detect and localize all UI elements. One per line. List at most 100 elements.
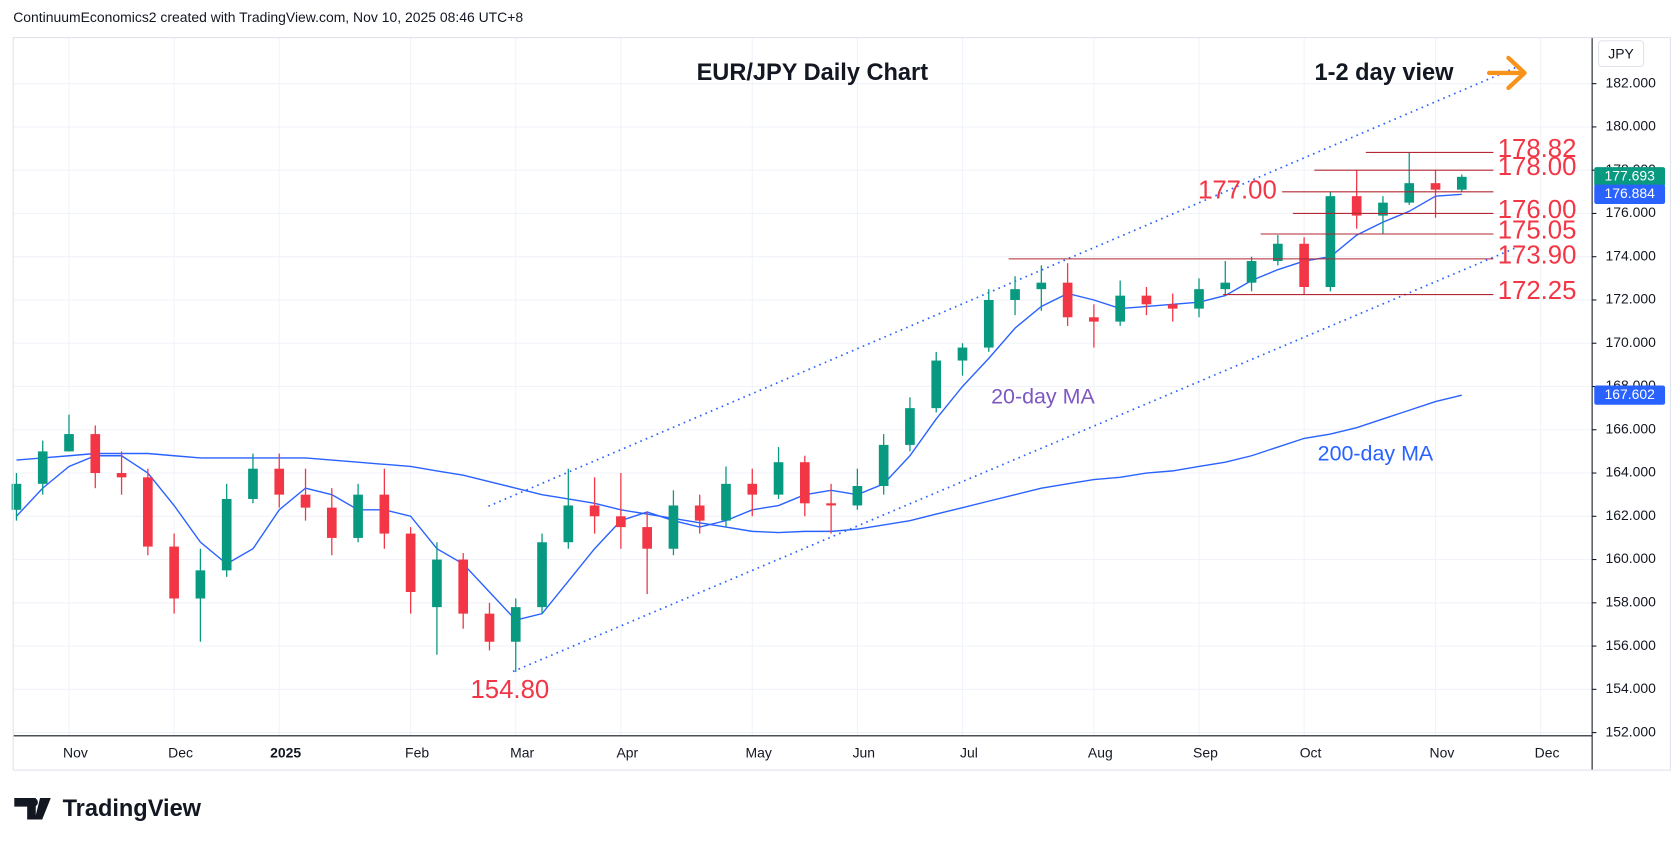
candle-body	[379, 494, 390, 534]
candle-body	[64, 434, 74, 452]
x-tick-label: Dec	[168, 745, 193, 761]
low-label: 154.80	[470, 676, 549, 704]
candle-body	[37, 451, 48, 484]
level-label: 175.05	[1498, 217, 1577, 245]
candle-body	[1325, 196, 1336, 287]
candle-body	[169, 546, 179, 599]
price-badge	[1594, 385, 1666, 405]
candle-body	[826, 503, 836, 506]
candle-body	[1010, 289, 1020, 300]
candle-body	[747, 483, 758, 495]
candle-body	[668, 505, 679, 549]
brand-icon	[14, 798, 51, 820]
ma-label: 20-day MA	[991, 385, 1095, 409]
level-label: 172.25	[1498, 277, 1577, 305]
ma-label: 200-day MA	[1318, 441, 1434, 465]
candle-body	[694, 505, 705, 521]
y-tick-label: 166.000	[1606, 420, 1657, 436]
currency: JPY	[1608, 45, 1634, 61]
candle-body	[484, 613, 495, 642]
candle-body	[878, 444, 889, 487]
candle-body	[221, 498, 232, 571]
candle-body	[1220, 282, 1231, 290]
header-text: ContinuumEconomics2 created with Trading…	[13, 9, 523, 25]
y-tick-label: 170.000	[1606, 334, 1657, 350]
candle-body	[1378, 202, 1388, 216]
x-tick-label: 2025	[270, 745, 301, 761]
candle-body	[1299, 243, 1309, 287]
candle-body	[1141, 295, 1152, 305]
price-badge-label: 167.602	[1604, 386, 1655, 402]
candle-body	[11, 483, 22, 510]
moving-average-line	[15, 193, 1462, 621]
candle-body	[1167, 304, 1178, 309]
candle-body	[405, 533, 416, 592]
arrow-icon	[1487, 55, 1527, 91]
candle-body	[1115, 295, 1125, 322]
candle-body	[1404, 183, 1415, 203]
candle-body	[931, 360, 942, 409]
candle-body	[721, 483, 731, 521]
y-tick-label: 152.000	[1606, 723, 1657, 739]
y-tick-label: 182.000	[1606, 74, 1657, 90]
candle-body	[1351, 196, 1362, 216]
candle-body	[616, 516, 626, 528]
y-tick-label: 174.000	[1606, 247, 1657, 263]
candle-body	[957, 347, 968, 361]
candle-body	[563, 505, 574, 543]
x-tick-label: Jul	[960, 745, 978, 761]
candle-body	[143, 477, 153, 547]
level-label: 178.82	[1498, 135, 1577, 163]
x-tick-label: Nov	[63, 745, 88, 761]
candle-body	[1246, 261, 1257, 283]
x-tick-label: Feb	[405, 745, 429, 761]
y-tick-label: 158.000	[1606, 593, 1657, 609]
candle-body	[1062, 282, 1073, 318]
candle-body	[983, 299, 994, 348]
y-tick-label: 164.000	[1606, 464, 1657, 480]
x-tick-label: Jun	[853, 745, 875, 761]
candle-body	[1089, 317, 1099, 322]
x-tick-label: Sep	[1193, 745, 1218, 761]
currency-box	[1598, 40, 1645, 68]
brand-dot	[29, 798, 38, 807]
candle-body	[1194, 289, 1204, 309]
candle-body	[1273, 243, 1283, 262]
candle-body	[300, 494, 311, 508]
brand-name: TradingView	[63, 795, 202, 821]
candle-body	[1456, 176, 1467, 190]
x-tick-label: Aug	[1088, 745, 1113, 761]
level-label: 176.00	[1498, 196, 1577, 224]
x-tick-label: Dec	[1535, 745, 1560, 761]
y-tick-label: 180.000	[1606, 118, 1657, 134]
candle-body	[510, 607, 521, 642]
level-label: 177.00	[1198, 177, 1277, 205]
candle-body	[116, 473, 127, 478]
chart-title: EUR/JPY Daily Chart	[697, 59, 929, 85]
y-tick-label: 160.000	[1606, 550, 1657, 566]
x-tick-label: Mar	[510, 745, 534, 761]
candle-body	[353, 494, 363, 538]
y-tick-label: 162.000	[1606, 507, 1657, 523]
level-label: 173.90	[1498, 242, 1577, 270]
frame	[12, 37, 1671, 771]
x-tick-label: Oct	[1300, 745, 1322, 761]
candle-body	[905, 408, 915, 445]
price-badge	[1594, 167, 1666, 187]
candle-body	[799, 462, 810, 504]
channel-upper	[488, 65, 1519, 508]
candle-body	[326, 507, 337, 538]
candle-body	[274, 468, 285, 495]
candle-body	[1036, 282, 1047, 290]
candle-body	[1430, 183, 1441, 190]
candle-body	[458, 559, 469, 614]
x-tick-label: Apr	[616, 745, 638, 761]
candle-body	[642, 527, 652, 549]
price-axis: 152.000 154.000 156.000 158.000 160.000 162.0…	[63, 74, 1666, 761]
candle-body	[432, 559, 442, 608]
price-badge-label: 176.884	[1604, 185, 1655, 201]
